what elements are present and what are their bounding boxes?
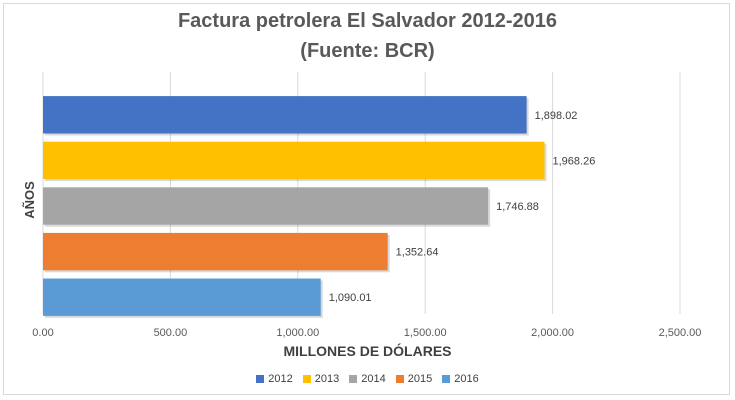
legend: 2012 2013 2014 2015 2016	[0, 373, 735, 385]
legend-item-2015: 2015	[395, 373, 433, 385]
data-label-2016: 1,090.01	[329, 292, 372, 304]
legend-item-2012: 2012	[256, 373, 293, 385]
x-axis-label: MILLONES DE DÓLARES	[283, 343, 452, 359]
x-tick-label: 0.00	[32, 327, 53, 339]
chart-title: Factura petrolera El Salvador 2012-2016	[177, 10, 558, 32]
chart-subtitle: (Fuente: BCR)	[300, 40, 435, 62]
legend-swatch	[256, 375, 265, 383]
legend-swatch	[395, 375, 404, 383]
legend-label: 2013	[314, 373, 340, 385]
legend-label: 2016	[454, 373, 479, 385]
bar-2016	[43, 278, 321, 316]
data-label-2015: 1,352.64	[396, 247, 439, 259]
bar-2014	[43, 187, 489, 225]
y-axis-label: AÑOS	[22, 181, 37, 219]
data-label-2012: 1,898.02	[535, 110, 578, 122]
legend-item-2016: 2016	[442, 373, 479, 385]
data-label-2014: 1,746.88	[496, 201, 539, 213]
legend-item-2013: 2013	[302, 373, 340, 385]
legend-swatch	[302, 375, 311, 383]
data-label-2013: 1,968.26	[553, 155, 596, 167]
legend-label: 2014	[361, 373, 386, 385]
x-tick-label: 1,500.00	[404, 327, 447, 339]
legend-label: 2015	[407, 373, 433, 385]
legend-swatch	[442, 375, 451, 383]
x-tick-label: 1,000.00	[276, 327, 319, 339]
bar-2012	[43, 96, 527, 134]
x-tick-label: 2,000.00	[531, 327, 574, 339]
legend-item-2014: 2014	[349, 373, 386, 385]
bar-2015	[43, 232, 388, 271]
x-tick-label: 2,500.00	[659, 327, 702, 339]
bar-2013	[43, 141, 545, 180]
x-tick-label: 500.00	[154, 327, 188, 339]
legend-swatch	[349, 375, 358, 383]
legend-label: 2012	[268, 373, 293, 385]
